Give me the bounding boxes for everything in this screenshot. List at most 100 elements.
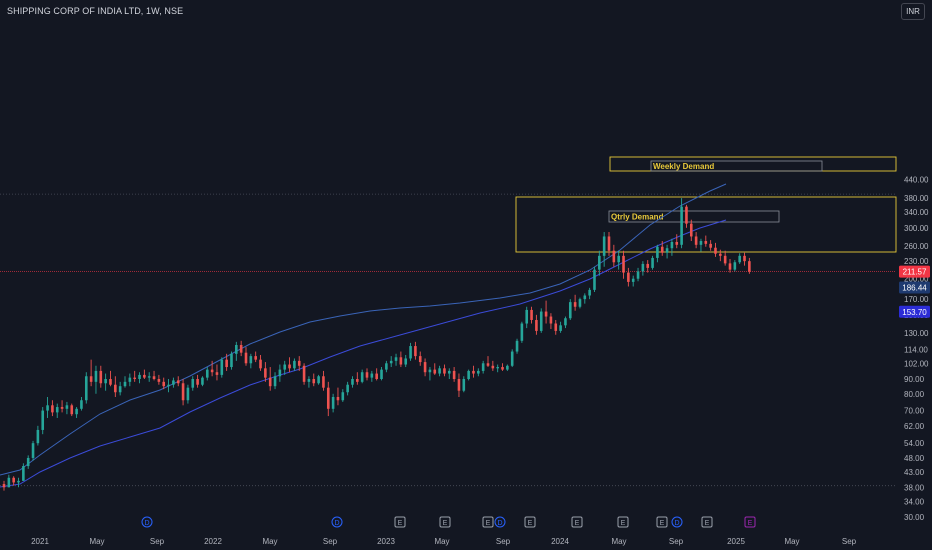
x-tick-label: 2023 bbox=[377, 537, 395, 546]
earnings-marker-label: E bbox=[443, 520, 448, 527]
y-tick-label: 200.00 bbox=[904, 275, 929, 284]
candle-body bbox=[322, 376, 325, 388]
dividend-marker-label: D bbox=[674, 520, 679, 527]
x-tick-label: May bbox=[262, 537, 277, 546]
candle-body bbox=[307, 379, 311, 382]
candle-body bbox=[462, 379, 466, 391]
x-tick-label: Sep bbox=[842, 537, 857, 546]
candle-body bbox=[477, 370, 480, 374]
y-tick-label: 54.00 bbox=[904, 439, 925, 448]
candle-body bbox=[264, 368, 267, 378]
candle-body bbox=[312, 379, 316, 384]
earnings-marker bbox=[744, 516, 756, 528]
candle-body bbox=[554, 323, 558, 331]
time-axis[interactable]: 2021 May Sep 2022 May Sep 2023 May Sep 2024 May Sep… bbox=[31, 537, 857, 546]
qtrly-demand-label: Qtrly Demand bbox=[611, 213, 664, 222]
candle-body bbox=[496, 367, 499, 369]
candle-body bbox=[123, 381, 127, 387]
candle-body bbox=[699, 241, 703, 245]
candle-body bbox=[147, 376, 151, 378]
y-tick-label: 38.00 bbox=[904, 483, 925, 492]
candle-body bbox=[631, 278, 635, 282]
y-tick-label: 30.00 bbox=[904, 513, 925, 522]
candle-body bbox=[268, 377, 272, 387]
candle-body bbox=[433, 369, 437, 374]
x-tick-label: Sep bbox=[669, 537, 684, 546]
candle-body bbox=[607, 236, 611, 251]
candle-body bbox=[46, 405, 49, 411]
candle-body bbox=[152, 376, 156, 380]
y-tick-label: 34.00 bbox=[904, 497, 925, 506]
candle-body bbox=[612, 250, 616, 263]
candle-body bbox=[26, 457, 30, 467]
candle-body bbox=[196, 379, 199, 385]
y-tick-label: 80.00 bbox=[904, 390, 925, 399]
candle-body bbox=[472, 370, 475, 374]
candle-body bbox=[220, 359, 224, 375]
grid bbox=[0, 193, 896, 487]
candle-body bbox=[510, 351, 514, 366]
dividend-marker-label: D bbox=[497, 520, 502, 527]
qtrly-demand-label-box bbox=[608, 210, 780, 223]
candle-body bbox=[506, 365, 509, 370]
candle-body bbox=[118, 386, 122, 393]
candle-body bbox=[385, 363, 388, 370]
candle-body bbox=[675, 241, 679, 245]
candle-body bbox=[22, 466, 25, 481]
candle-body bbox=[539, 311, 543, 331]
earnings-marker bbox=[571, 516, 583, 528]
y-tick-label: 130.00 bbox=[904, 329, 929, 338]
y-tick-label: 300.00 bbox=[904, 224, 929, 233]
fast-ma-line bbox=[0, 183, 727, 476]
candle-body bbox=[225, 359, 228, 368]
y-tick-label: 43.00 bbox=[904, 468, 925, 477]
candle-body bbox=[515, 340, 519, 352]
x-tick-label: 2021 bbox=[31, 537, 49, 546]
candle-body bbox=[670, 241, 674, 249]
candle-body bbox=[680, 206, 683, 245]
dividend-marker bbox=[671, 516, 683, 528]
candle-body bbox=[394, 357, 398, 361]
x-tick-label: May bbox=[784, 537, 799, 546]
dividend-marker bbox=[331, 516, 343, 528]
candle-body bbox=[399, 357, 403, 365]
candle-body bbox=[249, 356, 253, 364]
weekly-demand-label-box bbox=[650, 160, 823, 172]
candle-body bbox=[31, 443, 35, 458]
price-labels: 211.57 186.44 153.70 bbox=[899, 265, 930, 318]
x-tick-label: May bbox=[89, 537, 104, 546]
y-tick-label: 440.00 bbox=[904, 176, 929, 185]
currency-button[interactable]: INR bbox=[901, 3, 925, 20]
candle-body bbox=[365, 372, 369, 378]
y-tick-label: 114.00 bbox=[904, 345, 928, 354]
candle-body bbox=[598, 255, 601, 270]
candle-body bbox=[549, 316, 553, 324]
price-axis[interactable]: 440.00 380.00 340.00 300.00 260.00 230.00 200.… bbox=[904, 176, 929, 522]
candle-body bbox=[36, 429, 40, 444]
candlesticks bbox=[2, 198, 751, 491]
candle-body bbox=[7, 477, 11, 488]
y-tick-label: 70.00 bbox=[904, 407, 925, 416]
candle-body bbox=[588, 289, 591, 296]
candle-body bbox=[356, 379, 359, 382]
candle-body bbox=[404, 358, 408, 365]
candle-body bbox=[636, 271, 640, 279]
candle-body bbox=[143, 374, 146, 378]
candle-body bbox=[375, 373, 378, 380]
y-tick-label: 48.00 bbox=[904, 454, 925, 463]
candle-body bbox=[186, 387, 190, 401]
candle-body bbox=[641, 263, 645, 272]
candle-body bbox=[443, 368, 446, 374]
candle-body bbox=[438, 368, 441, 374]
candle-body bbox=[481, 363, 485, 371]
candle-body bbox=[646, 263, 650, 268]
candle-body bbox=[2, 484, 6, 488]
candle-body bbox=[452, 370, 456, 380]
candle-body bbox=[423, 362, 427, 373]
candle-body bbox=[128, 377, 132, 382]
weekly-demand-label: Weekly Demand bbox=[653, 162, 714, 171]
candle-body bbox=[230, 353, 233, 368]
candle-body bbox=[55, 407, 59, 413]
candle-body bbox=[564, 318, 567, 326]
